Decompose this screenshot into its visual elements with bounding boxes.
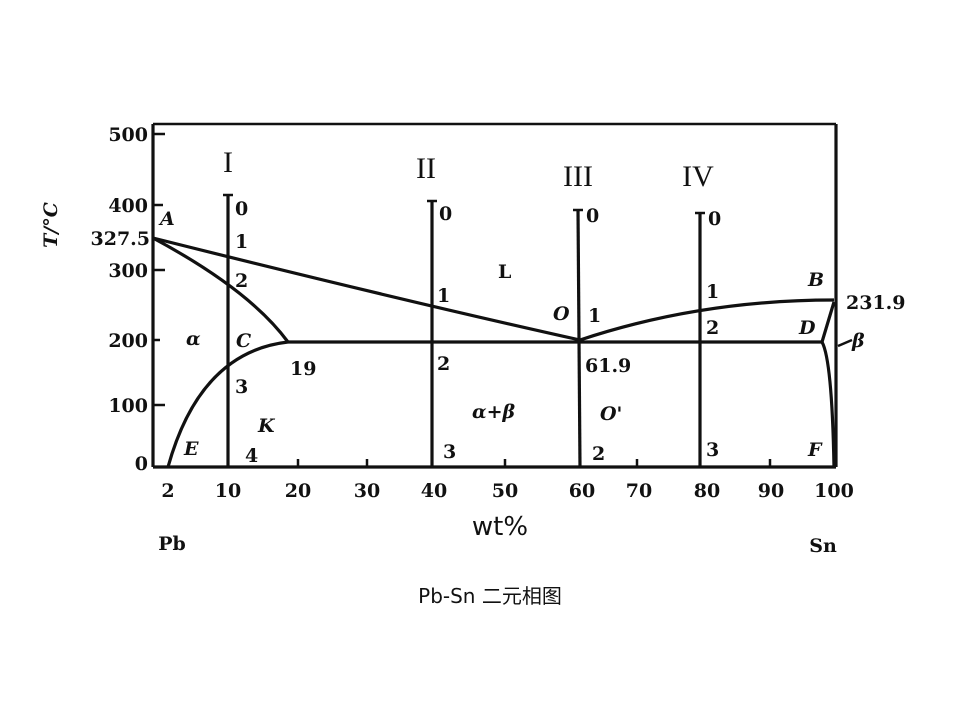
alloy-mark: 0 (439, 203, 452, 225)
alloy-I-label: I (223, 146, 233, 179)
phase-alpha: α (186, 328, 201, 350)
x-tick: 40 (421, 480, 447, 502)
alloy-mark: 2 (592, 443, 605, 465)
alloy-mark: 2 (706, 317, 719, 339)
alloy-mark: 3 (235, 376, 248, 398)
alloy-mark: 0 (235, 198, 248, 220)
alloy-mark: 4 (245, 445, 258, 467)
y-axis-label: T/°C (40, 202, 62, 248)
y-tick: 100 (108, 395, 148, 417)
alloy-mark: 1 (588, 305, 601, 327)
alloy-mark: 2 (235, 270, 248, 292)
alloy-mark: 1 (706, 281, 719, 303)
alloy-mark: 2 (437, 353, 450, 375)
phase-alpha-beta: α+β (472, 401, 516, 423)
point-O: O (553, 303, 570, 325)
phase-beta: β (851, 330, 865, 352)
alloy-mark: 1 (437, 285, 450, 307)
point-C: C (236, 330, 251, 352)
point-O-prime: O' (600, 403, 622, 425)
y-ticks (153, 132, 165, 407)
alloy-mark: 3 (706, 439, 719, 461)
x-tick: 90 (758, 480, 784, 502)
x-tick: 50 (492, 480, 518, 502)
alloy-mark: 0 (708, 208, 721, 230)
x-tick: 30 (354, 480, 380, 502)
sn-label: Sn (809, 535, 837, 557)
point-B: B (807, 269, 824, 291)
x-tick: 100 (814, 480, 854, 502)
y-tick: 0 (135, 453, 148, 475)
x-tick: 80 (694, 480, 720, 502)
alloy-III-label: III (563, 160, 593, 193)
point-D: D (798, 317, 816, 339)
alloy-IV-label: IV (682, 160, 714, 193)
point-F: F (807, 439, 823, 461)
c-comp-label: 19 (290, 358, 316, 380)
solvus-beta (820, 341, 836, 468)
x-ticks (296, 459, 772, 467)
solidus-beta (820, 301, 836, 343)
solidus-alpha (152, 236, 290, 343)
eutectic-comp-label: 61.9 (585, 355, 631, 377)
point-A: A (158, 208, 175, 230)
b-temp-label: 231.9 (846, 292, 906, 314)
x-tick: 70 (626, 480, 652, 502)
y-tick: 200 (108, 330, 148, 352)
alloy-mark: 1 (235, 231, 248, 253)
y-tick-327: 327.5 (91, 228, 151, 250)
point-K: K (257, 415, 276, 437)
phase-liquid: L (498, 261, 511, 283)
x-tick: 2 (161, 480, 174, 502)
liquidus-right (579, 298, 835, 342)
x-tick: 10 (215, 480, 241, 502)
y-tick: 500 (108, 124, 148, 146)
liquidus-left (152, 236, 581, 342)
alloy-II-label: II (416, 152, 436, 185)
solvus-alpha (166, 340, 289, 468)
x-tick: 20 (285, 480, 311, 502)
x-tick: 60 (569, 480, 595, 502)
alloy-mark: 0 (586, 205, 599, 227)
pb-label: Pb (158, 533, 186, 555)
x-axis-label: wt% (472, 512, 528, 542)
point-E: E (183, 438, 199, 460)
y-tick: 300 (108, 260, 148, 282)
alloy-III-line (576, 209, 582, 468)
y-tick: 400 (108, 195, 148, 217)
diagram-title: Pb-Sn 二元相图 (418, 584, 562, 608)
alloy-mark: 3 (443, 441, 456, 463)
